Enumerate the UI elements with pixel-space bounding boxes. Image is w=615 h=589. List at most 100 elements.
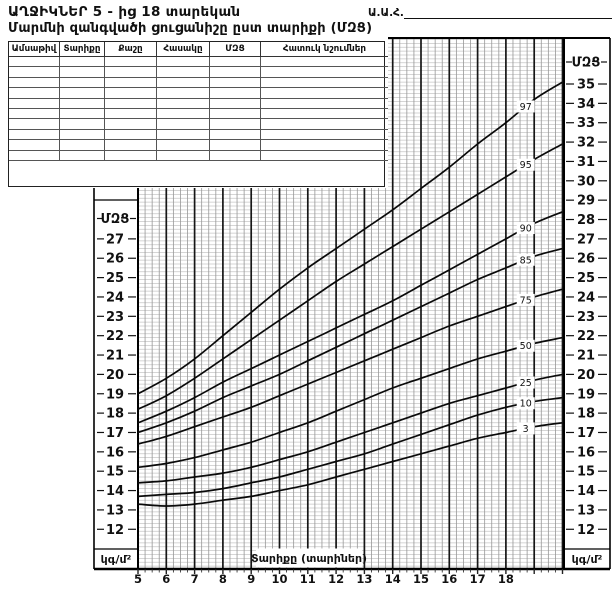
x-axis-tick-label: 13 [356,572,372,586]
log-empty-cell [156,87,210,99]
y-axis-tick-label-right: 30 [577,174,595,189]
percentile-label: 90 [520,224,532,235]
percentile-curve-25 [138,373,563,484]
log-empty-cell [260,66,388,78]
y-axis-tick-label-left: 25 [106,271,124,286]
log-empty-cell [59,55,105,68]
x-axis-tick-label: 5 [134,572,142,586]
y-axis-tick-label-right: 21 [577,349,595,364]
log-empty-cell [156,55,210,68]
x-axis-tick-label: 12 [328,572,344,586]
percentile-label-bg [516,253,535,266]
y-axis-tick-label-right: 25 [577,271,595,286]
log-column-header: ՄԶՑ [209,42,261,57]
log-empty-cell [260,118,388,130]
log-empty-cell [260,128,388,141]
y-axis-tick-label-left: 18 [106,407,124,422]
log-empty-cell [59,66,105,78]
log-empty-cell [104,97,157,109]
log-empty-cell [209,139,261,151]
x-axis-tick-label: 9 [247,572,255,586]
log-empty-cell [209,118,261,130]
log-empty-cell [104,128,157,141]
log-empty-cell [104,149,157,161]
log-empty-row [9,66,388,78]
log-empty-cell [59,76,105,89]
log-empty-row [9,97,388,109]
log-empty-cell [104,118,157,130]
y-axis-tick-label-left: 15 [106,465,124,480]
percentile-curve-75 [138,288,563,445]
log-empty-cell [156,97,210,109]
percentile-label-bg [516,376,535,389]
log-empty-cell [9,149,60,161]
name-field-label: Ա.Ա.Հ. [368,7,404,19]
percentile-curve-10 [138,396,563,498]
log-empty-cell [59,87,105,99]
log-empty-cell [104,76,157,89]
y-axis-tick-label-right: 22 [577,329,595,344]
log-empty-cell [59,139,105,151]
y-axis-tick-label-right: 14 [577,484,595,499]
log-empty-cell [59,97,105,109]
log-empty-cell [209,87,261,99]
percentile-curve-3 [138,421,563,507]
log-empty-cell [209,107,261,120]
percentile-label: 95 [520,160,532,171]
percentile-label: 50 [520,341,532,352]
log-empty-cell [9,66,60,78]
log-empty-cell [156,107,210,120]
log-empty-cell [156,76,210,89]
log-empty-cell [59,118,105,130]
page-title: ԱՂՋԻԿՆԵՐ 5 - ից 18 տարեկան [8,4,241,20]
percentile-label-bg [516,158,535,171]
y-axis-tick-label-right: 35 [577,78,595,93]
log-empty-row [9,107,388,120]
percentile-curve-95 [138,143,563,411]
log-column-header: Հատուկ նշումներ [260,42,388,57]
percentile-label-bg [516,222,535,235]
percentile-label: 97 [520,102,532,113]
y-axis-tick-label-left: 22 [106,329,124,344]
log-empty-cell [9,55,60,68]
log-empty-cell [104,66,157,78]
y-axis-tick-label-left: 20 [106,368,124,383]
log-empty-cell [209,149,261,161]
percentile-label-bg [516,293,535,306]
percentile-label: 10 [520,399,532,410]
log-empty-cell [260,76,388,89]
log-empty-cell [59,149,105,161]
log-empty-cell [156,149,210,161]
log-empty-cell [9,118,60,130]
x-axis-title: Տարիքը (տարիներ) [251,552,367,565]
log-empty-row [9,87,388,99]
log-column-header: Ամսաթիվ [9,42,60,57]
y-axis-tick-label-right: 16 [577,445,595,460]
x-axis-tick-label: 6 [162,572,170,586]
y-axis-tick-label-left: 24 [106,290,124,305]
y-axis-unit-right: կգ/մ² [572,553,603,566]
y-axis-tick-label-right: 34 [577,97,595,112]
y-axis-tick-label-right: 33 [577,116,595,131]
y-axis-tick-label-right: 27 [577,232,595,247]
y-axis-title-left: ՄԶՑ [101,212,130,227]
percentile-label: 75 [520,295,532,306]
x-axis-tick-label: 18 [498,572,514,586]
y-axis-tick-label-right: 29 [577,194,595,209]
y-axis-tick-label-right: 13 [577,503,595,518]
log-empty-cell [59,128,105,141]
y-axis-tick-label-left: 16 [106,445,124,460]
x-axis-tick-label: 10 [271,572,287,586]
percentile-curve-50 [138,336,563,469]
log-empty-cell [104,139,157,151]
y-axis-tick-label-right: 26 [577,252,595,267]
log-column-header: Հասակը [156,42,210,57]
log-empty-cell [104,107,157,120]
y-axis-tick-label-left: 27 [106,232,124,247]
log-empty-cell [9,76,60,89]
log-empty-cell [9,87,60,99]
log-empty-cell [209,66,261,78]
log-empty-cell [209,128,261,141]
log-empty-cell [260,139,388,151]
y-axis-tick-label-left: 23 [106,310,124,325]
